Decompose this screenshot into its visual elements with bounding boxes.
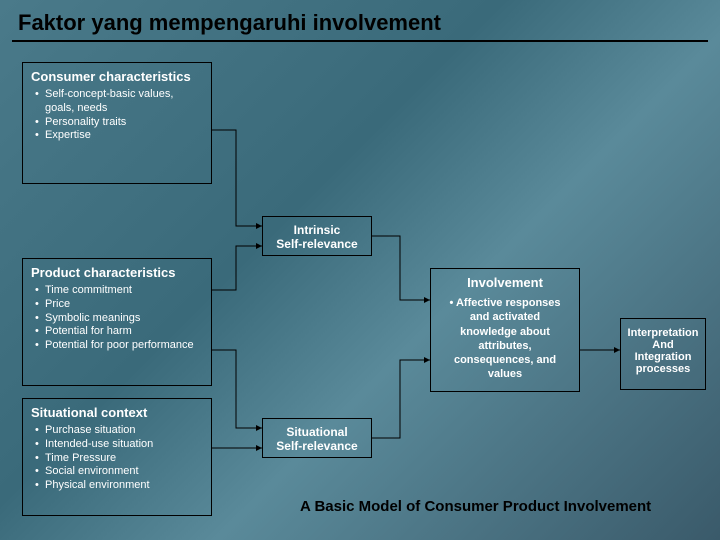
list-item: Purchase situation — [35, 424, 203, 438]
list-item: Social environment — [35, 465, 203, 479]
page-title: Faktor yang mempengaruhi involvement — [0, 0, 720, 40]
sitrel-label: Situational Self-relevance — [276, 425, 357, 453]
interpretation-box: Interpretation And Integration processes — [620, 318, 706, 390]
list-item: Expertise — [35, 129, 203, 143]
intrinsic-label: Intrinsic Self-relevance — [276, 223, 357, 251]
list-item: Self-concept-basic values, goals, needs — [35, 88, 203, 116]
involvement-box: Involvement • Affective responses and ac… — [430, 268, 580, 392]
situational-list: Purchase situation Intended-use situatio… — [31, 424, 203, 493]
list-item: Time commitment — [35, 284, 203, 298]
list-item: Potential for harm — [35, 325, 203, 339]
situational-box: Situational context Purchase situation I… — [22, 398, 212, 516]
involvement-body: • Affective responses and activated know… — [441, 296, 569, 382]
product-box: Product characteristics Time commitment … — [22, 258, 212, 386]
product-header: Product characteristics — [31, 265, 203, 280]
interpretation-label: Interpretation And Integration processes — [628, 327, 699, 375]
list-item: Time Pressure — [35, 452, 203, 466]
list-item: Price — [35, 298, 203, 312]
situational-header: Situational context — [31, 405, 203, 420]
sitrel-box: Situational Self-relevance — [262, 418, 372, 458]
consumer-header: Consumer characteristics — [31, 69, 203, 84]
consumer-list: Self-concept-basic values, goals, needs … — [31, 88, 203, 143]
involvement-header: Involvement — [441, 275, 569, 290]
list-item: Symbolic meanings — [35, 312, 203, 326]
list-item: Potential for poor performance — [35, 339, 203, 353]
consumer-box: Consumer characteristics Self-concept-ba… — [22, 62, 212, 184]
product-list: Time commitment Price Symbolic meanings … — [31, 284, 203, 353]
title-underline — [12, 40, 708, 42]
list-item: Physical environment — [35, 479, 203, 493]
caption: A Basic Model of Consumer Product Involv… — [300, 498, 651, 515]
list-item: Intended-use situation — [35, 438, 203, 452]
list-item: Personality traits — [35, 116, 203, 130]
intrinsic-box: Intrinsic Self-relevance — [262, 216, 372, 256]
